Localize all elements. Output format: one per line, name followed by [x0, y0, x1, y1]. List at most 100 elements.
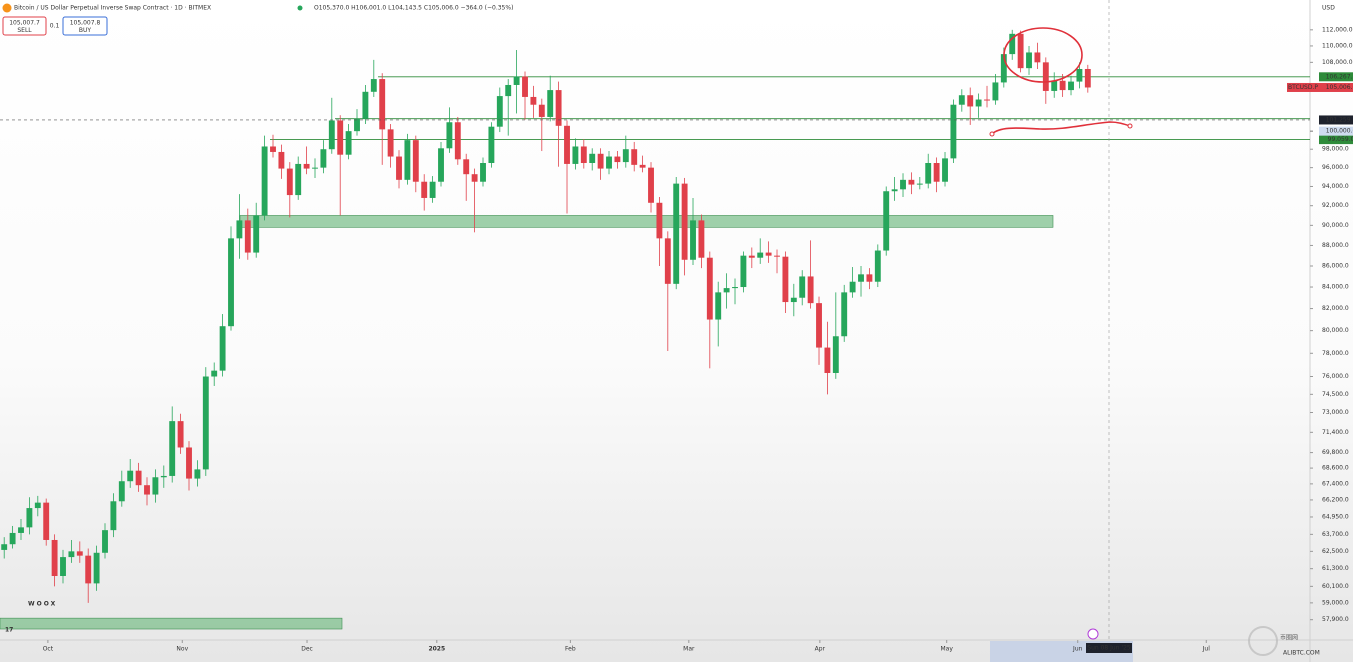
- candle-body: [186, 447, 192, 479]
- candle-body: [1, 544, 8, 550]
- buy-button[interactable]: [62, 16, 108, 36]
- candle-body: [1068, 81, 1074, 91]
- y-tick-label: 59,000.0: [1322, 599, 1349, 606]
- candle-body: [480, 163, 486, 182]
- quantity: 0.1: [50, 23, 60, 30]
- y-tick-label: 64,950.0: [1322, 513, 1349, 520]
- x-tick-label: Jun: [1072, 646, 1083, 653]
- x-tick-label: 2025: [428, 646, 445, 653]
- candle-body: [1000, 54, 1007, 83]
- y-tick-label: 69,800.0: [1322, 449, 1349, 456]
- sell-price: 105,007.7: [9, 20, 40, 27]
- symbol-title: Bitcoin / US Dollar Perpetual Inverse Sw…: [14, 5, 211, 12]
- x-tick-label: Apr: [815, 646, 826, 653]
- annotation-handle[interactable]: [1127, 123, 1133, 129]
- level-tag: 106,267.5: [1326, 73, 1353, 80]
- candle-body: [286, 168, 293, 196]
- candle-body: [816, 303, 822, 348]
- x-tick-label: Oct: [43, 646, 54, 653]
- candle-body: [68, 551, 75, 558]
- candle-body: [228, 238, 234, 327]
- site-name: 币圈网: [1280, 635, 1298, 642]
- candle-body: [85, 555, 92, 584]
- candle-body: [219, 326, 226, 371]
- candle-body: [26, 508, 33, 528]
- candle-body: [782, 256, 789, 303]
- price-tag: 105,006.0: [1326, 84, 1353, 91]
- y-tick-label: 86,000.0: [1322, 262, 1349, 269]
- candle-body: [236, 220, 243, 239]
- y-tick-label: 90,000.0: [1322, 222, 1349, 229]
- candle-body: [454, 122, 461, 160]
- y-tick-label: 112,000.0: [1322, 26, 1353, 33]
- candle-body: [169, 421, 176, 476]
- sell-button[interactable]: [2, 16, 47, 36]
- x-tick-label: Mar: [683, 646, 695, 653]
- candle-body: [799, 276, 806, 298]
- candle-body: [1034, 52, 1041, 63]
- series-name-tag-bg: [1287, 82, 1319, 92]
- candle-body: [354, 118, 360, 132]
- candle-body: [160, 475, 167, 478]
- x-tick-label: Dec: [301, 646, 313, 653]
- y-tick-label: 82,000.0: [1322, 305, 1349, 312]
- candle-body: [538, 104, 545, 117]
- candle-body: [522, 76, 528, 97]
- candle-body: [60, 557, 66, 577]
- candle-body: [832, 336, 839, 373]
- crosshair-date: Sun 08 Jun '25: [1087, 645, 1131, 652]
- sell-label: SELL: [17, 27, 32, 34]
- candle-body: [278, 151, 285, 169]
- x-tick-label: May: [940, 646, 953, 653]
- candle-body: [841, 292, 848, 337]
- candle-body: [900, 179, 906, 190]
- candle-body: [1084, 68, 1091, 88]
- candle-body: [337, 120, 344, 155]
- candle-body: [555, 90, 562, 126]
- level-tag-bg: [1319, 72, 1353, 82]
- candle-body: [1042, 62, 1049, 91]
- overlay: [989, 27, 1133, 137]
- candle-body: [1059, 80, 1066, 91]
- y-tick-label: 62,500.0: [1322, 548, 1349, 555]
- event-icon[interactable]: [1087, 628, 1099, 640]
- candle-body: [211, 370, 218, 377]
- candle-body: [950, 104, 957, 159]
- candle-body: [715, 292, 722, 320]
- candle-body: [572, 146, 579, 164]
- candle-body: [463, 159, 470, 175]
- candle-body: [295, 163, 302, 196]
- candle-body: [891, 189, 898, 192]
- candle-body: [76, 551, 83, 556]
- y-tick-label: 57,900.0: [1322, 616, 1349, 623]
- annotation-circle: [1003, 27, 1083, 83]
- y-tick-label: 60,100.0: [1322, 583, 1349, 590]
- y-tick-label: 80,000.0: [1322, 327, 1349, 334]
- candle-body: [194, 469, 201, 479]
- series-name-tag: BTCUSD.P: [1288, 84, 1318, 91]
- candle-body: [1051, 80, 1058, 91]
- candle-body: [244, 220, 251, 253]
- x-tick-label: Jul: [1202, 646, 1211, 653]
- candle-body: [43, 502, 50, 540]
- y-tick-label: 71,400.0: [1322, 429, 1349, 436]
- order-panel: 105,007.7 SELL 0.1 105,007.8 BUY: [2, 16, 108, 36]
- candle-body: [362, 91, 369, 119]
- candle-body: [916, 183, 923, 185]
- annotation-handle[interactable]: [989, 131, 995, 137]
- candle-body: [446, 122, 453, 149]
- candle-body: [1026, 52, 1032, 69]
- candle-body: [118, 481, 125, 502]
- header: Bitcoin / US Dollar Perpetual Inverse Sw…: [2, 3, 1335, 13]
- candle-body: [740, 255, 747, 288]
- candle-body: [261, 146, 268, 216]
- candle-body: [471, 174, 478, 182]
- tv-logo: 17: [5, 627, 13, 634]
- candle-body: [866, 274, 873, 282]
- candle-body: [438, 148, 444, 182]
- candle-body: [370, 79, 377, 92]
- candle-body: [748, 255, 755, 258]
- candle-body: [505, 84, 512, 97]
- zone: [239, 215, 1054, 228]
